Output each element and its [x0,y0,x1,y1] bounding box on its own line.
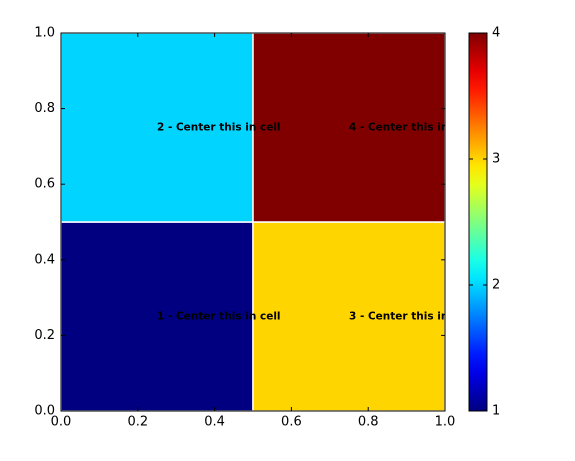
y-tick-label: 0.4 [34,252,55,267]
x-tick-label: 0.4 [204,415,225,430]
x-tick-label: 0.8 [358,415,379,430]
x-tick-label: 1.0 [435,415,456,430]
heatmap-cell [252,33,445,223]
axes-frame [60,32,446,412]
x-tick-label: 0.0 [51,415,72,430]
y-tick-label: 0.6 [34,177,55,192]
heatmap-cell [252,221,445,411]
colorbar-tick-label: 3 [492,152,500,167]
annotation: 2 - Center this in cell [157,122,281,134]
y-tick-label: 0.2 [34,328,55,343]
heatmap-cell [61,221,254,411]
x-tick-label: 0.6 [281,415,302,430]
colorbar [468,32,488,412]
heatmap-cell [61,33,254,223]
annotation: 3 - Center this in cell [349,311,473,323]
colorbar-tick-label: 4 [492,26,500,41]
annotation: 4 - Center this in cell [349,122,473,134]
y-tick-label: 0.0 [34,404,55,419]
x-tick-label: 0.2 [127,415,148,430]
plot-area: 1 - Center this in cell 2 - Center this i… [61,33,473,411]
y-tick-label: 0.8 [34,101,55,116]
annotation: 1 - Center this in cell [157,311,281,323]
colorbar-tick-label: 1 [492,404,500,419]
colorbar-tick-label: 2 [492,278,500,293]
y-tick-label: 1.0 [34,26,55,41]
